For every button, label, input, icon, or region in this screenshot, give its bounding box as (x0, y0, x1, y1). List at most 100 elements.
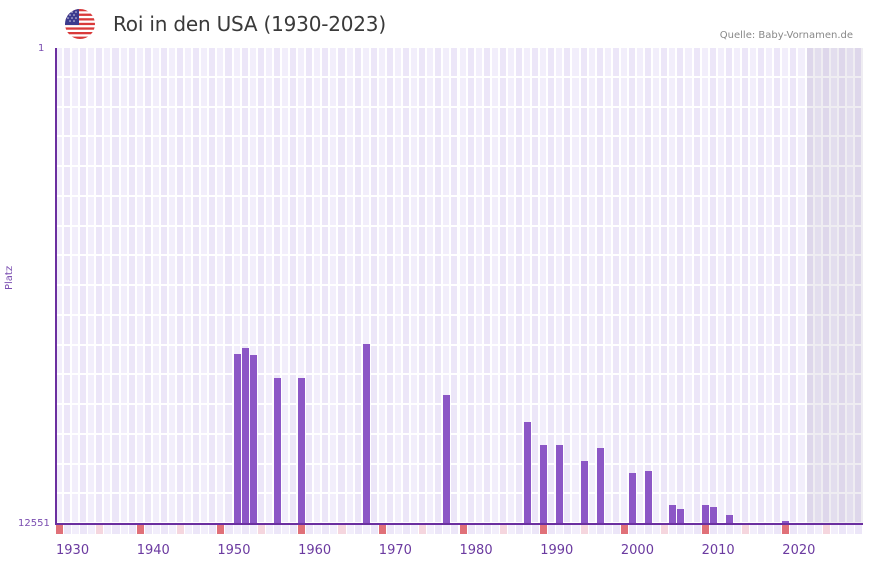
bar[interactable] (273, 377, 281, 524)
grid-cell (314, 77, 321, 106)
grid-cell (806, 375, 813, 403)
grid-cell (443, 167, 450, 195)
grid-cell (72, 345, 79, 374)
grid-cell (104, 434, 111, 463)
grid-cell (717, 405, 724, 433)
bar[interactable] (725, 515, 733, 524)
bar[interactable] (443, 395, 451, 524)
grid-cell (241, 196, 248, 225)
grid-cell (782, 405, 789, 433)
grid-cell (168, 167, 176, 195)
bar[interactable] (524, 422, 532, 524)
grid-cell (209, 137, 216, 165)
bar[interactable] (645, 471, 653, 524)
grid-cell (580, 77, 587, 106)
grid-cell (322, 196, 329, 225)
grid-cell (168, 434, 176, 463)
future-shaded-region (806, 48, 863, 524)
grid-cell (733, 494, 740, 522)
grid-cell (64, 256, 71, 284)
grid-cell (354, 107, 361, 136)
bar[interactable] (540, 445, 548, 524)
grid-cell (427, 107, 434, 136)
grid-cell (290, 77, 297, 106)
bar[interactable] (677, 508, 685, 524)
grid-cell (499, 464, 506, 493)
grid-cell (338, 226, 345, 255)
grid-cell (314, 256, 321, 284)
grid-cell (806, 167, 813, 195)
grid-cell (168, 315, 176, 344)
grid-cell (491, 48, 498, 76)
grid-cell (419, 107, 426, 136)
grid-cell (306, 375, 313, 403)
bar[interactable] (362, 343, 370, 524)
bar[interactable] (249, 355, 257, 524)
grid-cell (628, 315, 636, 344)
grid-cell (193, 256, 200, 284)
grid-cell (88, 167, 95, 195)
grid-cell (362, 256, 369, 284)
bar[interactable] (701, 505, 709, 524)
grid-cell (822, 494, 829, 522)
bar[interactable] (669, 505, 677, 524)
grid-cell (120, 405, 127, 433)
grid-cell (290, 48, 297, 76)
grid-cell (362, 167, 369, 195)
grid-cell (394, 137, 401, 165)
grid-cell (330, 48, 337, 76)
grid-cell (717, 137, 724, 165)
bar[interactable] (782, 521, 790, 524)
grid-cell (709, 464, 716, 493)
bar[interactable] (628, 473, 637, 524)
grid-cell (637, 137, 644, 165)
grid-cell (798, 434, 805, 463)
grid-cell (265, 256, 272, 284)
bar[interactable] (596, 448, 604, 524)
bar[interactable] (298, 377, 306, 524)
bar[interactable] (709, 507, 717, 524)
grid-cell (273, 107, 280, 136)
bar[interactable] (241, 347, 249, 524)
chart-title: Roi in den USA (1930-2023) (113, 12, 386, 36)
bar[interactable] (233, 353, 241, 524)
grid-cell (653, 315, 660, 344)
grid-cell (136, 196, 143, 225)
bar[interactable] (580, 461, 588, 524)
grid-cell (507, 226, 514, 255)
grid-cell (281, 405, 289, 433)
grid-cell (806, 137, 813, 165)
year-marker (548, 525, 556, 534)
grid-cell (475, 434, 482, 463)
grid-cell (290, 256, 297, 284)
grid-cell (370, 494, 377, 522)
grid-cell (386, 375, 393, 403)
grid-cell (144, 494, 151, 522)
grid-cell (572, 286, 579, 314)
grid-cell (370, 107, 377, 136)
grid-cell (443, 48, 450, 76)
grid-cell (766, 107, 773, 136)
grid-cell (104, 405, 111, 433)
grid-cell (806, 107, 813, 136)
grid-cell (838, 196, 845, 225)
grid-cell (152, 48, 159, 76)
grid-cell (419, 464, 426, 493)
grid-cell (782, 315, 789, 344)
grid-cell (298, 167, 305, 195)
grid-cell (112, 494, 119, 522)
grid-cell (96, 464, 103, 493)
grid-cell (709, 167, 716, 195)
bar[interactable] (556, 445, 564, 524)
grid-cell (483, 137, 490, 165)
grid-cell (233, 315, 240, 344)
grid-cell (798, 405, 805, 433)
grid-cell (136, 167, 143, 195)
grid-cell (451, 405, 458, 433)
grid-cell (209, 48, 216, 76)
grid-cell (612, 375, 619, 403)
grid-cell (249, 77, 256, 106)
grid-cell (540, 196, 547, 225)
grid-cell (830, 107, 837, 136)
grid-cell (459, 48, 466, 76)
